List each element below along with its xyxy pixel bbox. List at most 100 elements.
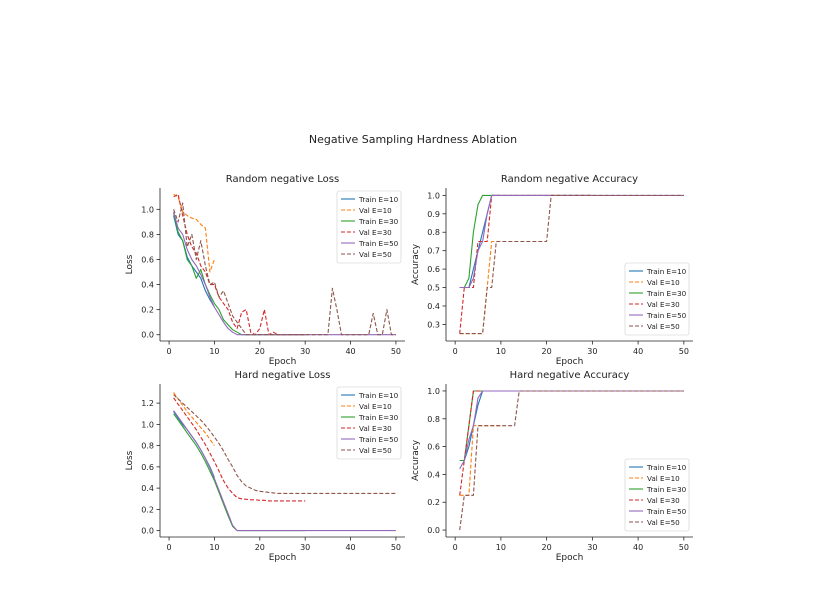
x-tick-label: 10 — [209, 347, 219, 356]
series-line-6 — [173, 202, 396, 336]
legend-label: Train E=10 — [358, 195, 399, 204]
y-tick-label: 0.6 — [427, 443, 440, 452]
series-line-2 — [459, 425, 501, 496]
series-line-4 — [459, 390, 593, 496]
subplot-4: Hard negative Accuracy 0 10 20 30 40 50 0.0 0.2 0… — [411, 370, 693, 563]
legend-label: Val E=10 — [359, 206, 392, 215]
legend-frame — [624, 458, 690, 532]
legend: Train E=10 Val E=10 Train E=30 Val E=30 Trai… — [624, 458, 690, 532]
y-tick-label: 0.0 — [427, 526, 440, 535]
y-tick-label: 0.9 — [427, 210, 440, 219]
x-tick-label: 50 — [679, 543, 689, 552]
y-tick-label: 0.4 — [427, 470, 440, 479]
series-line-6 — [173, 394, 396, 494]
legend-label: Train E=30 — [646, 289, 687, 298]
legend-label: Train E=30 — [646, 485, 687, 494]
subplot-1: Random negative Loss 0 10 20 30 40 50 0.0 0.2 0.4… — [125, 174, 405, 367]
legend-label: Train E=50 — [358, 435, 399, 444]
y-tick-label: 0.4 — [141, 484, 154, 493]
legend: Train E=10 Val E=10 Train E=30 Val E=30 Trai… — [336, 190, 402, 264]
legend-label: Val E=30 — [359, 424, 392, 433]
x-tick-label: 20 — [542, 347, 552, 356]
legend-label: Train E=10 — [646, 267, 687, 276]
legend-label: Val E=10 — [647, 278, 680, 287]
figure-suptitle: Negative Sampling Hardness Ablation — [309, 133, 517, 146]
x-axis-label: Epoch — [269, 553, 297, 563]
subplot-3: Hard negative Loss 0 10 20 30 40 50 0.0 0.2 0.4 0.… — [125, 370, 405, 563]
y-tick-label: 0.5 — [427, 284, 440, 293]
x-tick-label: 30 — [587, 543, 597, 552]
y-tick-label: 1.0 — [141, 420, 154, 429]
y-tick-label: 0.4 — [141, 281, 154, 290]
subplot-title: Hard negative Accuracy — [510, 370, 630, 381]
x-tick-label: 30 — [587, 347, 597, 356]
x-tick-label: 50 — [391, 543, 401, 552]
x-tick-label: 0 — [453, 347, 458, 356]
legend-label: Train E=50 — [646, 507, 687, 516]
legend-label: Val E=10 — [359, 402, 392, 411]
series-line-3 — [173, 413, 306, 532]
x-tick-label: 20 — [255, 347, 265, 356]
legend-label: Train E=10 — [358, 391, 399, 400]
x-tick-label: 40 — [345, 347, 355, 356]
y-tick-label: 1.2 — [141, 399, 154, 408]
series-line-4 — [459, 194, 593, 334]
x-tick-label: 40 — [633, 543, 643, 552]
series-line-5 — [459, 390, 684, 470]
legend-frame — [624, 262, 690, 336]
x-tick-label: 0 — [167, 347, 172, 356]
y-axis-label: Accuracy — [411, 439, 421, 481]
x-tick-label: 20 — [255, 543, 265, 552]
x-tick-label: 10 — [209, 543, 219, 552]
legend-label: Train E=30 — [358, 413, 399, 422]
x-axis-label: Epoch — [556, 357, 584, 367]
y-tick-label: 0.2 — [141, 505, 154, 514]
y-tick-label: 0.8 — [141, 230, 154, 239]
legend-label: Val E=50 — [647, 518, 680, 527]
y-axis-label: Loss — [125, 254, 135, 274]
y-axis-label: Loss — [125, 450, 135, 470]
legend: Train E=10 Val E=10 Train E=30 Val E=30 Trai… — [336, 386, 402, 460]
y-axis-label: Accuracy — [411, 243, 421, 285]
x-tick-label: 20 — [542, 543, 552, 552]
y-tick-label: 0.3 — [427, 320, 440, 329]
x-tick-label: 40 — [633, 347, 643, 356]
subplot-title: Random negative Loss — [226, 174, 339, 185]
legend-label: Train E=50 — [358, 239, 399, 248]
y-tick-label: 0.6 — [141, 255, 154, 264]
series-line-1 — [173, 215, 215, 308]
x-tick-label: 30 — [300, 347, 310, 356]
legend-label: Val E=30 — [647, 496, 680, 505]
series-line-2 — [173, 193, 215, 273]
y-tick-label: 0.0 — [141, 527, 154, 536]
y-tick-label: 0.7 — [427, 247, 440, 256]
legend-label: Val E=50 — [647, 322, 680, 331]
series-line-2 — [173, 392, 215, 446]
legend-label: Val E=50 — [359, 250, 392, 259]
subplot-2: Random negative Accuracy 0 10 20 30 40 50 0.3 0.… — [411, 174, 693, 367]
y-tick-label: 0.6 — [427, 265, 440, 274]
y-tick-label: 0.0 — [141, 331, 154, 340]
legend-label: Val E=50 — [359, 446, 392, 455]
legend-label: Val E=10 — [647, 474, 680, 483]
x-tick-label: 50 — [679, 347, 689, 356]
x-tick-label: 30 — [300, 543, 310, 552]
legend-frame — [336, 190, 402, 264]
y-tick-label: 0.8 — [427, 415, 440, 424]
series-line-4 — [173, 193, 306, 336]
y-tick-label: 0.2 — [427, 498, 440, 507]
y-tick-label: 0.8 — [141, 442, 154, 451]
y-tick-label: 0.8 — [427, 228, 440, 237]
legend-label: Train E=10 — [646, 463, 687, 472]
y-tick-label: 0.6 — [141, 463, 154, 472]
legend-frame — [336, 386, 402, 460]
subplot-title: Random negative Accuracy — [501, 174, 638, 185]
series-line-6 — [459, 194, 684, 335]
x-tick-label: 40 — [345, 543, 355, 552]
y-tick-label: 0.2 — [141, 306, 154, 315]
legend-label: Train E=30 — [358, 217, 399, 226]
x-tick-label: 0 — [453, 543, 458, 552]
y-tick-label: 1.0 — [427, 387, 440, 396]
legend-label: Val E=30 — [359, 228, 392, 237]
